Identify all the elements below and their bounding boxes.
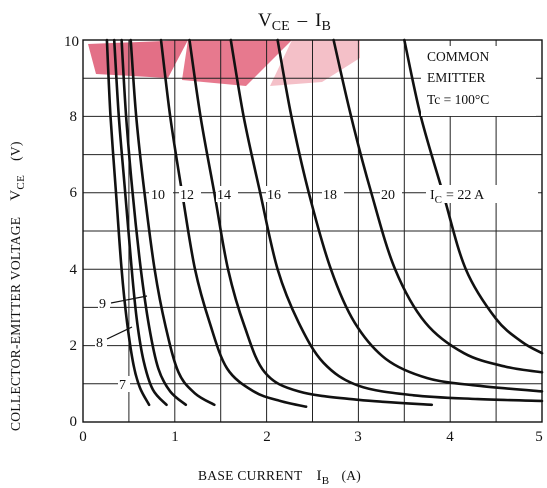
y-tick-label: 6 [70, 185, 78, 201]
y-tick-label: 0 [70, 414, 78, 430]
plot-frame [82, 39, 543, 423]
x-axis-title: BASE CURRENT IB (A) [198, 468, 361, 487]
curve-label-10: 10 [151, 188, 165, 203]
y-tick-label: 2 [70, 338, 78, 354]
curve-label-22: IC = 22 A [430, 188, 485, 206]
series-line-ic-22 [403, 38, 544, 355]
series-line-ic-7 [105, 38, 151, 407]
conditions-note: COMMON EMITTER Tc = 100°C [421, 46, 536, 116]
y-tick-label: 4 [70, 262, 78, 278]
y-tick-label: 8 [70, 109, 78, 125]
curve-label-9: 9 [99, 297, 106, 312]
curve-label-20: 20 [381, 188, 395, 203]
y-tick-label: 10 [64, 34, 79, 50]
x-tick-label: 1 [171, 429, 179, 445]
curve-labels: 10 12 14 16 18 20 IC = 22 A 9 8 7 [95, 185, 538, 393]
label-bg [98, 294, 110, 310]
curve-label-18: 18 [323, 188, 337, 203]
curve-label-12: 12 [180, 188, 194, 203]
x-tick-label: 4 [446, 429, 454, 445]
curve-label-14: 14 [217, 188, 231, 203]
leader-line-9 [110, 295, 148, 304]
curves [105, 38, 544, 408]
label-bg [380, 186, 402, 202]
series-line-ic-9 [120, 38, 188, 407]
label-bg [322, 186, 344, 202]
series-line-ic-16 [229, 38, 544, 403]
x-tick-label: 2 [263, 429, 271, 445]
note-background [421, 46, 536, 116]
y-ticks: 0 2 4 6 8 10 [64, 34, 79, 430]
curve-label-16: 16 [267, 188, 281, 203]
label-bg [149, 186, 173, 202]
x-ticks: 0 1 2 3 4 5 [79, 429, 543, 445]
label-bg [266, 186, 288, 202]
label-bg [95, 333, 107, 349]
series-line-ic-8 [112, 38, 168, 407]
leader-line-8 [106, 326, 133, 340]
curve-label-7: 7 [119, 378, 126, 393]
series-line-ic-10 [129, 38, 216, 407]
chart-title: VCE – IB [258, 10, 331, 34]
series-line-ic-18 [276, 38, 544, 393]
x-tick-label: 3 [354, 429, 362, 445]
label-bg [179, 186, 201, 202]
series-line-ic-14 [188, 38, 434, 407]
label-bg [216, 186, 238, 202]
watermark-shape-left [88, 40, 188, 78]
note-line-3: Tc = 100°C [427, 92, 489, 107]
label-bg [426, 185, 538, 203]
y-axis-title: COLLECTOR-EMITTER VOLTAGEVCE(V) [8, 141, 27, 431]
x-tick-label: 5 [535, 429, 543, 445]
watermark-shape-mid [182, 40, 292, 86]
note-line-2: EMITTER [427, 70, 486, 85]
label-bg [118, 376, 130, 392]
series-line-ic-12 [159, 38, 308, 408]
curve-label-8: 8 [96, 336, 103, 351]
x-tick-label: 0 [79, 429, 87, 445]
series-line-ic-20 [332, 38, 544, 374]
note-line-1: COMMON [427, 49, 490, 64]
